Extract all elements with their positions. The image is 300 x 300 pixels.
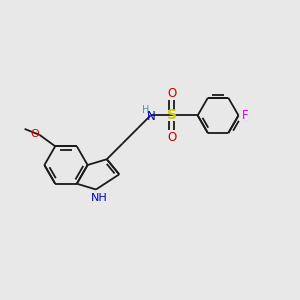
Text: O: O	[167, 87, 176, 100]
Text: O: O	[30, 129, 39, 139]
Text: H: H	[142, 105, 149, 115]
Text: F: F	[242, 109, 248, 122]
Text: NH: NH	[91, 193, 108, 203]
Text: N: N	[147, 110, 156, 122]
Text: S: S	[167, 108, 177, 122]
Text: O: O	[167, 131, 176, 144]
